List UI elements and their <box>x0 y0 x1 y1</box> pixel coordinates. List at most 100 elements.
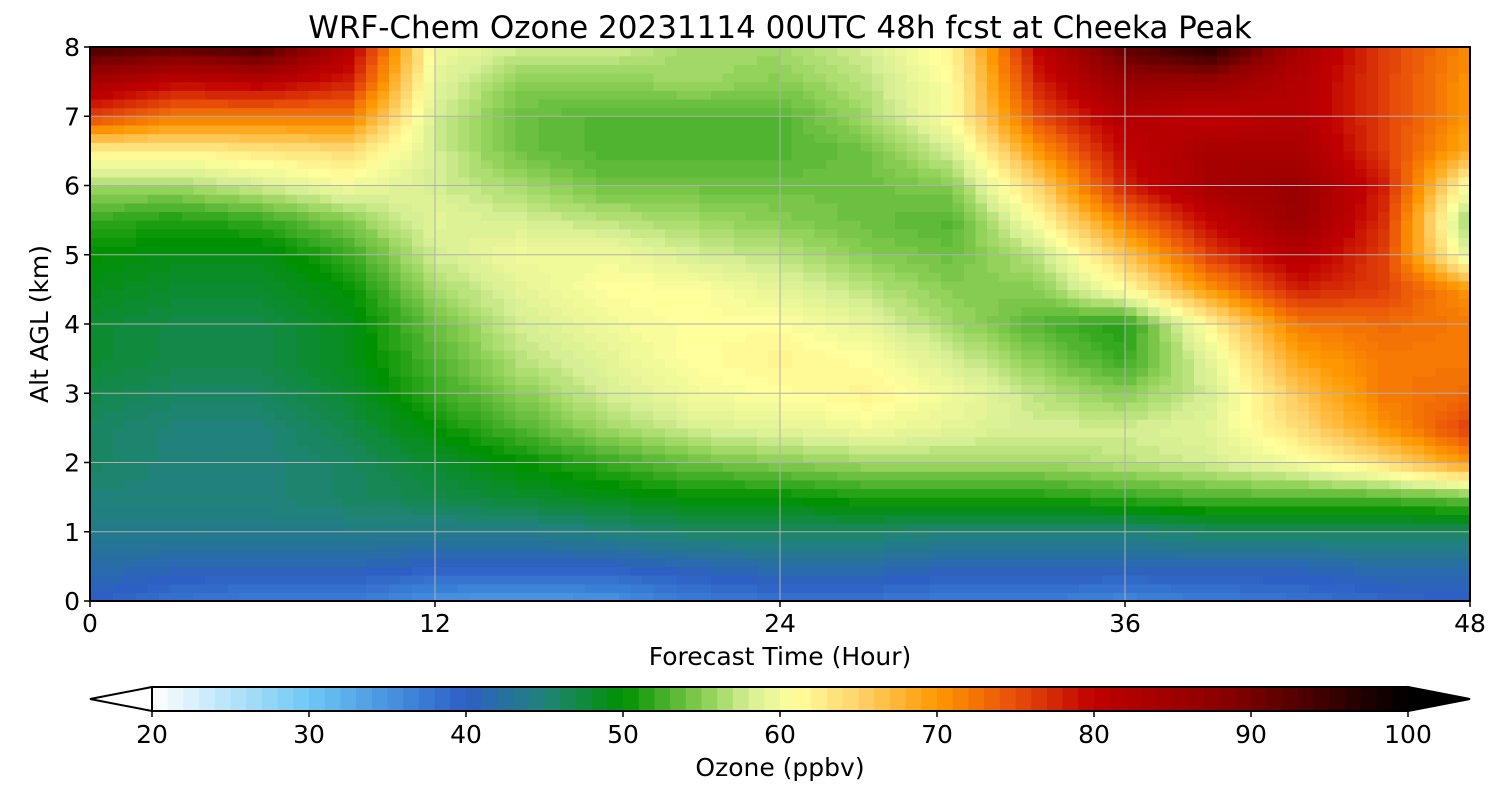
heatmap-cell <box>193 298 206 308</box>
heatmap-cell <box>228 358 241 368</box>
heatmap-cell <box>619 280 632 290</box>
heatmap-cell <box>251 471 264 481</box>
heatmap-cell <box>987 324 1000 334</box>
heatmap-cell <box>320 575 333 585</box>
heatmap-cell <box>918 341 931 351</box>
heatmap-cell <box>768 280 781 290</box>
heatmap-cell <box>228 393 241 403</box>
heatmap-cell <box>1366 549 1379 559</box>
heatmap-cell <box>239 367 252 377</box>
heatmap-cell <box>366 436 379 446</box>
heatmap-cell <box>1309 324 1322 334</box>
heatmap-cell <box>895 280 908 290</box>
heatmap-cell <box>377 540 390 550</box>
heatmap-cell <box>860 341 873 351</box>
heatmap-cell <box>216 523 229 533</box>
heatmap-cell <box>711 306 724 316</box>
heatmap-cell <box>619 272 632 282</box>
heatmap-cell <box>1228 505 1241 516</box>
heatmap-cell <box>538 324 551 334</box>
heatmap-cell <box>550 237 563 247</box>
heatmap-cell <box>596 272 609 282</box>
heatmap-cell <box>791 549 804 559</box>
heatmap-cell <box>331 367 344 377</box>
heatmap-cell <box>1309 349 1322 360</box>
heatmap-cell <box>1263 479 1276 490</box>
heatmap-cell <box>366 566 379 576</box>
heatmap-cell <box>90 298 103 308</box>
heatmap-cell <box>285 393 298 403</box>
heatmap-cell <box>918 427 931 438</box>
heatmap-cell <box>113 531 126 542</box>
heatmap-cell <box>228 237 241 247</box>
heatmap-cell <box>527 419 540 429</box>
heatmap-cell <box>481 566 494 576</box>
heatmap-cell <box>239 427 252 438</box>
heatmap-cell <box>665 557 678 567</box>
heatmap-cell <box>331 246 344 256</box>
heatmap-cell <box>1021 566 1034 576</box>
heatmap-cell <box>182 358 195 368</box>
heatmap-cell <box>1010 427 1023 438</box>
heatmap-cell <box>492 349 505 360</box>
heatmap-cell <box>745 549 758 559</box>
heatmap-cell <box>1159 410 1172 420</box>
heatmap-cell <box>90 427 103 438</box>
heatmap-cell <box>1079 505 1092 516</box>
heatmap-cell <box>1389 419 1402 429</box>
heatmap-cell <box>1228 419 1241 429</box>
heatmap-cell <box>1044 367 1057 377</box>
heatmap-cell <box>492 358 505 368</box>
heatmap-cell <box>216 263 229 273</box>
heatmap-cell <box>1136 306 1149 316</box>
heatmap-cell <box>1113 324 1126 334</box>
heatmap-cell <box>619 246 632 256</box>
heatmap-cell <box>550 592 563 602</box>
heatmap-cell <box>481 488 494 498</box>
heatmap-cell <box>573 583 586 593</box>
heatmap-cell <box>1320 272 1333 282</box>
heatmap-cell <box>1240 393 1253 403</box>
heatmap-cell <box>676 298 689 308</box>
heatmap-cell <box>1205 505 1218 516</box>
heatmap-cell <box>1056 280 1069 290</box>
heatmap-cell <box>538 272 551 282</box>
heatmap-cell <box>941 488 954 498</box>
heatmap-cell <box>251 341 264 351</box>
heatmap-cell <box>1263 419 1276 429</box>
heatmap-cell <box>354 557 367 567</box>
heatmap-cell <box>929 471 942 481</box>
heatmap-cell <box>193 557 206 567</box>
heatmap-cell <box>688 427 701 438</box>
heatmap-cell <box>343 246 356 256</box>
heatmap-cell <box>1090 272 1103 282</box>
heatmap-cell <box>1079 583 1092 593</box>
heatmap-cell <box>872 471 885 481</box>
heatmap-cell <box>619 436 632 446</box>
heatmap-cell <box>676 341 689 351</box>
heatmap-cell <box>366 419 379 429</box>
heatmap-cell <box>791 349 804 360</box>
heatmap-cell <box>124 280 137 290</box>
heatmap-cell <box>366 592 379 602</box>
heatmap-cell <box>101 410 114 420</box>
heatmap-cell <box>458 453 471 464</box>
heatmap-cell <box>1366 453 1379 464</box>
heatmap-cell <box>251 531 264 542</box>
heatmap-cell <box>653 488 666 498</box>
heatmap-cell <box>619 367 632 377</box>
heatmap-cell <box>688 401 701 412</box>
heatmap-cell <box>1401 410 1414 420</box>
heatmap-cell <box>653 306 666 316</box>
heatmap-cell <box>952 462 965 472</box>
heatmap-cell <box>492 410 505 420</box>
heatmap-cell <box>492 280 505 290</box>
heatmap-cell <box>1067 384 1080 394</box>
heatmap-cell <box>1067 272 1080 282</box>
heatmap-cell <box>849 298 862 308</box>
heatmap-cell <box>262 349 275 360</box>
heatmap-cell <box>170 549 183 559</box>
heatmap-cell <box>941 324 954 334</box>
heatmap-cell <box>584 445 597 455</box>
heatmap-cell <box>676 497 689 507</box>
